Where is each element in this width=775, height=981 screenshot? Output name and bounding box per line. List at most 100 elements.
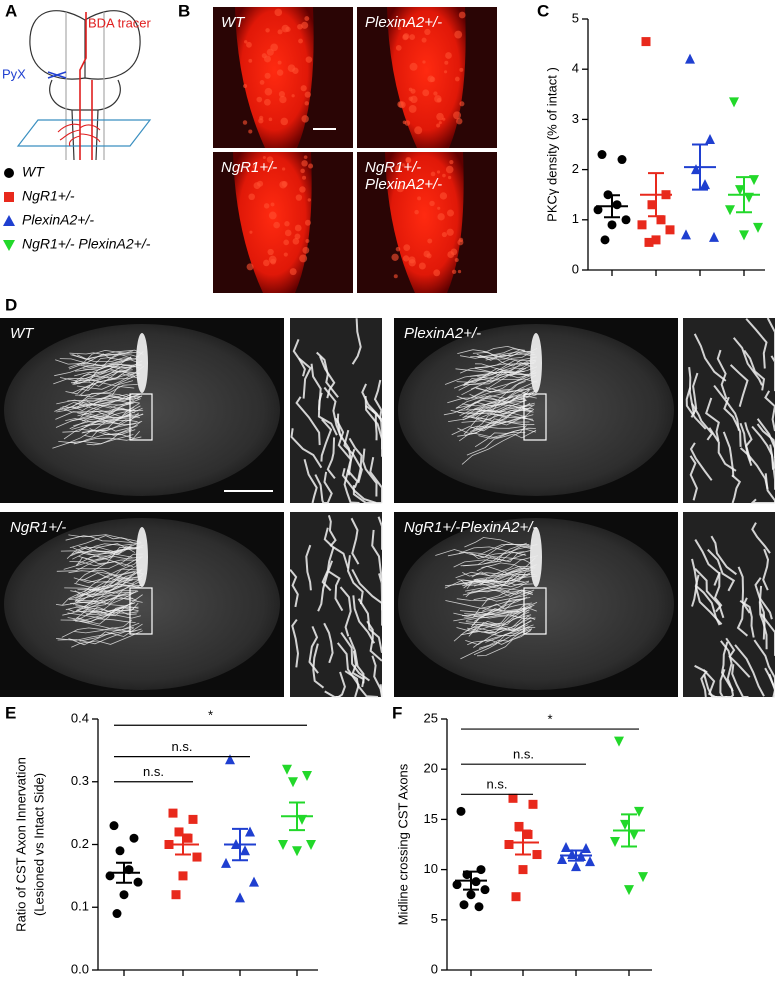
error-bar: [648, 172, 664, 218]
axon-fiber: [453, 602, 533, 617]
axon-fiber: [289, 568, 299, 608]
axon-fiber: [68, 429, 133, 444]
axon-fiber: [469, 543, 531, 559]
axon-fiber: [339, 586, 352, 637]
cell: [283, 252, 288, 257]
cell: [404, 120, 411, 126]
cell: [304, 101, 309, 106]
significance-label: *: [547, 711, 552, 726]
cell: [277, 60, 282, 65]
cell: [256, 96, 263, 103]
cell: [436, 112, 444, 121]
axon-fiber: [80, 400, 134, 418]
axon-fiber: [694, 664, 708, 698]
cell: [248, 129, 253, 134]
data-point: [171, 890, 181, 900]
axon-fiber: [462, 397, 527, 421]
axon-fiber: [328, 570, 344, 612]
axon-fiber: [341, 468, 377, 504]
axon-fiber: [75, 606, 139, 620]
axon-fiber: [71, 630, 143, 648]
legend-marker: [3, 215, 15, 226]
axon-fiber: [457, 345, 526, 354]
axon-fiber: [455, 555, 538, 579]
data-point: [593, 205, 603, 215]
axon-fiber: [477, 405, 527, 420]
axon-fiber: [689, 455, 698, 501]
axon-fiber: [327, 515, 337, 547]
axon-fiber: [723, 396, 742, 447]
legend-marker: [4, 192, 14, 202]
axon-fiber: [362, 448, 378, 497]
axon-fiber: [346, 555, 364, 605]
data-point: [735, 185, 745, 196]
data-point: [221, 857, 231, 868]
axon-fiber: [716, 349, 728, 400]
data-point: [597, 150, 607, 160]
y-tick-label: 0: [572, 261, 579, 276]
axon-fiber: [461, 425, 527, 465]
cell: [433, 91, 438, 96]
cell: [395, 246, 401, 252]
cell: [454, 30, 463, 39]
axon-fiber: [702, 669, 718, 698]
axon-fiber: [469, 369, 531, 377]
cell: [265, 28, 270, 33]
axon-fiber: [710, 535, 738, 576]
axon-fiber: [474, 352, 531, 369]
cell: [436, 123, 441, 128]
data-point: [644, 237, 654, 247]
axon-fiber: [464, 604, 531, 616]
cell: [405, 156, 412, 163]
axon-fiber: [731, 474, 742, 504]
data-point: [514, 821, 524, 831]
cell: [437, 213, 445, 221]
error-bar: [289, 801, 305, 832]
cell: [291, 94, 295, 98]
cell: [300, 168, 305, 174]
cell: [449, 160, 454, 165]
axon-fiber: [291, 618, 300, 668]
axon-fiber: [326, 437, 336, 480]
y-tick-label: 5: [431, 911, 438, 926]
data-point: [278, 840, 288, 850]
cell: [269, 165, 274, 171]
axon-fiber: [69, 408, 138, 430]
axon-fiber: [75, 374, 139, 398]
axon-fiber: [467, 586, 525, 594]
data-point: [621, 215, 631, 225]
data-point: [656, 215, 666, 225]
data-point: [471, 877, 481, 887]
axon-fiber: [323, 386, 343, 440]
cell: [439, 192, 448, 200]
axon-fiber: [460, 556, 533, 567]
axon-fiber: [703, 674, 722, 698]
axon-fiber: [83, 572, 142, 585]
cell: [298, 38, 303, 44]
axon-fiber: [477, 366, 538, 380]
axon-fiber: [350, 517, 360, 565]
axon-fiber: [705, 397, 720, 442]
axon-fiber: [469, 374, 537, 398]
cell: [249, 230, 253, 234]
tracer-signal: [387, 7, 466, 148]
axon-fiber: [473, 591, 533, 602]
data-point: [292, 846, 302, 857]
axon-fiber: [466, 606, 532, 621]
y-tick-label: 3: [572, 111, 579, 126]
axon-fiber: [732, 337, 763, 386]
cell: [402, 34, 409, 41]
axon-fiber: [305, 544, 312, 591]
axon-fiber: [743, 349, 766, 391]
cell: [446, 209, 454, 217]
error-bar: [232, 827, 248, 862]
data-point: [306, 840, 316, 850]
cell: [417, 196, 422, 201]
cell: [301, 21, 309, 29]
axon-fiber: [460, 573, 530, 587]
cell: [248, 193, 255, 201]
cord-section: [398, 518, 674, 690]
cell: [264, 98, 271, 106]
axon-fiber: [55, 359, 142, 368]
axon-fiber: [334, 417, 353, 476]
